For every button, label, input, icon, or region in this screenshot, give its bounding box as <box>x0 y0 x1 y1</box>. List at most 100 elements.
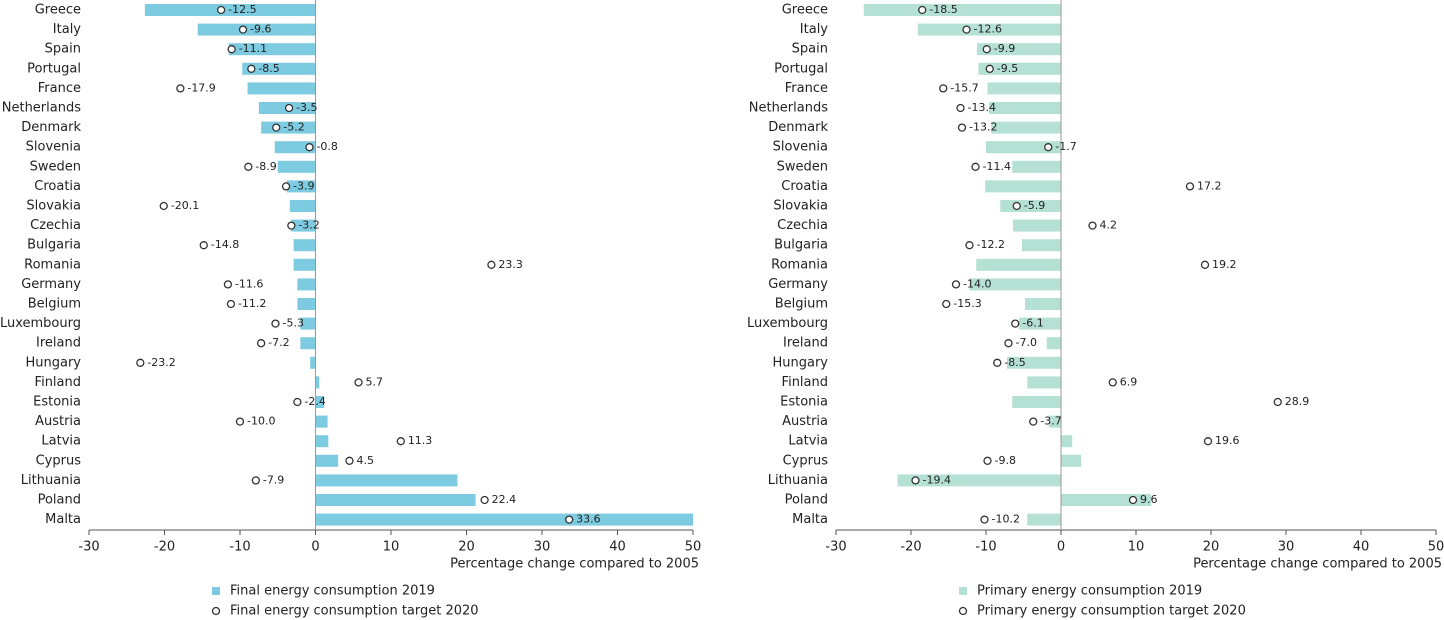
target-label: 22.4 <box>492 493 517 506</box>
target-label: -3.7 <box>1040 415 1061 428</box>
category-label: Malta <box>45 512 81 527</box>
target-marker <box>962 25 971 34</box>
target-marker <box>1203 437 1213 446</box>
target-label: -12.5 <box>228 3 256 16</box>
category-label: Portugal <box>27 61 81 76</box>
category-label: Romania <box>24 257 81 272</box>
category-label: Austria <box>782 414 828 429</box>
target-marker <box>993 358 1002 367</box>
target-marker <box>247 64 256 73</box>
x-tick-label: -20 <box>154 540 175 555</box>
target-label: -20.1 <box>171 199 199 212</box>
target-label: -23.2 <box>147 356 175 369</box>
category-label: Poland <box>785 493 828 508</box>
target-label: -5.2 <box>283 121 304 134</box>
bar <box>985 180 1061 193</box>
legend-label: Final energy consumption 2019 <box>230 584 435 599</box>
x-tick-label: 30 <box>534 540 551 555</box>
target-label: -12.2 <box>977 238 1005 251</box>
legend-label: Final energy consumption target 2020 <box>230 604 479 619</box>
target-label: -0.8 <box>316 140 337 153</box>
bar <box>293 258 316 271</box>
target-marker <box>1200 260 1210 269</box>
category-label: Bulgaria <box>27 238 81 253</box>
bar <box>1019 317 1061 330</box>
category-label: Sweden <box>30 159 81 174</box>
target-marker <box>911 476 920 485</box>
bar <box>917 23 1061 36</box>
bar <box>197 23 316 36</box>
category-label: Latvia <box>788 434 828 449</box>
target-label: -12.6 <box>974 23 1002 36</box>
category-label: Slovakia <box>26 199 81 214</box>
target-marker <box>305 143 314 152</box>
target-marker <box>238 25 248 34</box>
legend-label: Primary energy consumption 2019 <box>977 584 1202 599</box>
target-label: 28.9 <box>1285 395 1310 408</box>
category-label: Hungary <box>25 355 81 370</box>
bar <box>315 396 324 408</box>
bar <box>1012 396 1061 408</box>
target-marker <box>287 221 296 230</box>
bar <box>897 474 1061 487</box>
target-label: -6.1 <box>1022 317 1043 330</box>
category-label: Slovakia <box>773 199 828 214</box>
target-label: 4.5 <box>356 454 374 467</box>
target-label: -7.9 <box>263 473 284 486</box>
category-label: Cyprus <box>36 453 82 468</box>
category-label: Denmark <box>21 120 81 135</box>
target-label: -11.4 <box>983 160 1011 173</box>
target-marker <box>244 162 253 171</box>
bar <box>976 258 1061 271</box>
legend-swatch <box>959 587 967 595</box>
bar <box>297 298 316 310</box>
category-label: Latvia <box>41 434 81 449</box>
target-label: 19.6 <box>1215 434 1240 447</box>
target-marker <box>235 417 245 426</box>
bar <box>1022 239 1061 252</box>
target-marker <box>176 84 185 93</box>
target-label: 19.2 <box>1212 258 1237 271</box>
target-label: 5.7 <box>366 375 384 388</box>
target-label: -19.4 <box>923 473 951 486</box>
target-marker <box>1128 495 1138 505</box>
x-tick-label: -10 <box>975 540 996 555</box>
category-label: Germany <box>768 277 828 292</box>
bar <box>315 474 458 487</box>
bar <box>144 4 316 16</box>
target-label: -7.0 <box>1016 336 1037 349</box>
bar <box>977 43 1061 56</box>
category-label: Croatia <box>34 179 81 194</box>
legend-swatch <box>212 587 220 595</box>
bar <box>1061 454 1082 467</box>
category-label: Finland <box>782 375 828 390</box>
target-marker <box>1088 221 1097 230</box>
target-label: -7.2 <box>268 336 289 349</box>
target-label: -13.4 <box>968 101 996 114</box>
target-marker <box>284 103 294 113</box>
target-label: -11.6 <box>235 277 263 290</box>
target-label: -2.4 <box>304 395 325 408</box>
bar <box>310 356 316 369</box>
legend-label: Primary energy consumption target 2020 <box>977 604 1246 619</box>
x-axis-title: Percentage change compared to 2005 <box>450 557 699 572</box>
target-label: -5.9 <box>1024 199 1045 212</box>
target-label: -9.6 <box>250 23 271 36</box>
target-marker <box>396 437 405 446</box>
bar <box>1061 494 1151 506</box>
target-marker <box>251 476 261 485</box>
x-tick-label: 10 <box>383 540 400 555</box>
x-axis-title: Percentage change compared to 2005 <box>1193 557 1442 572</box>
category-label: Lithuania <box>768 473 828 488</box>
target-marker <box>272 123 281 132</box>
target-label: -18.5 <box>929 3 957 16</box>
target-label: 17.2 <box>1197 179 1222 192</box>
bar <box>315 513 693 526</box>
category-label: Greece <box>35 3 81 18</box>
target-label: -3.9 <box>293 179 314 192</box>
target-marker <box>1185 182 1195 191</box>
category-label: Romania <box>771 257 828 272</box>
target-marker <box>1029 417 1038 426</box>
x-tick-label: 20 <box>1203 540 1220 555</box>
